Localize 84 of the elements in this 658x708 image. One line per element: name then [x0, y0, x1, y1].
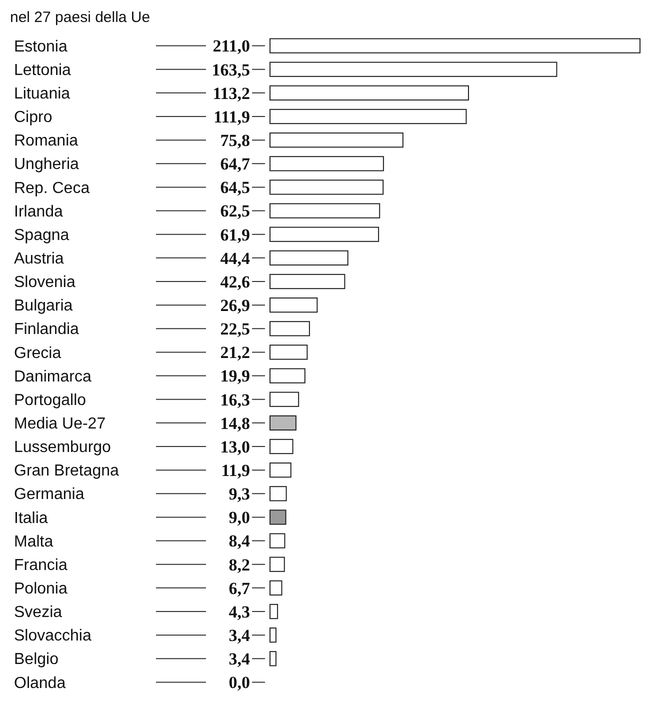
data-label: 9,3 — [228, 484, 250, 504]
bar — [270, 462, 292, 478]
y-tick-label: Slovenia — [14, 274, 76, 292]
bar — [270, 203, 380, 218]
data-label: 0,0 — [228, 673, 250, 692]
data-label: 113,2 — [212, 84, 250, 103]
data-label: 42,6 — [220, 272, 250, 292]
bar — [270, 85, 469, 100]
data-label: 64,7 — [220, 154, 250, 174]
y-tick-label: Media Ue-27 — [14, 416, 106, 433]
data-label: 11,9 — [221, 461, 250, 480]
data-label: 21,2 — [220, 343, 250, 362]
bar — [270, 580, 282, 596]
y-tick-label: Lituania — [14, 86, 70, 103]
y-tick-label: Austria — [14, 250, 64, 268]
bar — [270, 438, 294, 454]
bar — [270, 226, 380, 242]
bar — [270, 62, 558, 77]
y-tick-label: Grecia — [14, 344, 62, 362]
data-label: 44,4 — [220, 248, 250, 268]
text: nel 27 paesi della Ue — [10, 9, 150, 26]
y-tick-label: Danimarca — [14, 368, 92, 386]
data-label: 3,4 — [228, 650, 250, 669]
data-label: 61,9 — [220, 225, 250, 244]
data-label: 8,4 — [228, 532, 250, 551]
y-tick-label: Olanda — [14, 674, 66, 692]
bar — [270, 651, 276, 666]
data-label: 75,8 — [220, 131, 250, 150]
bar — [270, 108, 467, 124]
data-label: 19,9 — [220, 366, 250, 386]
bar — [270, 321, 310, 336]
bar — [270, 604, 278, 620]
bar — [270, 392, 300, 407]
data-label: 3,4 — [228, 626, 250, 646]
bar — [270, 415, 296, 430]
y-tick-label: Lussemburgo — [14, 439, 112, 456]
data-label: 22,5 — [220, 320, 250, 339]
bar — [270, 533, 286, 548]
y-tick-label: Gran Bretagna — [14, 462, 120, 480]
y-tick-label: Slovacchia — [14, 628, 92, 645]
bar — [270, 180, 384, 195]
y-tick-label: Bulgaria — [14, 298, 73, 315]
y-tick-label: Finlandia — [14, 321, 80, 338]
data-label: 111,9 — [214, 107, 250, 126]
data-label: 13,0 — [220, 437, 250, 456]
data-label: 211,0 — [212, 36, 250, 56]
bar — [270, 298, 318, 313]
y-tick-label: Germania — [14, 486, 84, 504]
data-label: 4,3 — [228, 602, 250, 622]
y-tick-label: Romania — [14, 132, 78, 150]
bar — [270, 628, 276, 643]
bar — [270, 38, 640, 54]
y-tick-label: Portogallo — [14, 392, 86, 409]
data-label: 62,5 — [220, 202, 250, 221]
bar — [270, 250, 348, 266]
bar — [270, 344, 308, 360]
bar — [270, 368, 306, 384]
data-label: 16,3 — [220, 390, 250, 410]
y-tick-label: Belgio — [14, 651, 59, 668]
data-label: 8,2 — [228, 555, 250, 574]
data-label: 6,7 — [228, 578, 250, 598]
bar — [270, 510, 286, 525]
y-tick-label: Estonia — [14, 38, 68, 56]
bar — [270, 156, 384, 172]
y-tick-label: Lettonia — [14, 62, 72, 79]
data-label: 9,0 — [228, 508, 250, 528]
y-tick-label: Italia — [14, 510, 48, 527]
y-tick-label: Francia — [14, 556, 68, 574]
y-tick-label: Irlanda — [14, 203, 64, 220]
y-tick-label: Polonia — [14, 580, 68, 598]
bar — [270, 556, 285, 572]
data-label: 14,8 — [220, 414, 250, 433]
bar — [270, 486, 287, 502]
data-label: 64,5 — [220, 178, 250, 198]
y-tick-label: Ungheria — [14, 156, 80, 174]
y-tick-label: Svezia — [14, 604, 62, 622]
data-label: 163,5 — [212, 60, 250, 80]
data-label: 26,9 — [220, 296, 250, 316]
y-tick-label: Malta — [14, 533, 54, 550]
y-tick-label: Cipro — [14, 109, 52, 126]
bar — [270, 274, 346, 290]
y-tick-label: Rep. Ceca — [14, 180, 90, 197]
bar — [270, 132, 404, 148]
y-tick-label: Spagna — [14, 226, 70, 244]
